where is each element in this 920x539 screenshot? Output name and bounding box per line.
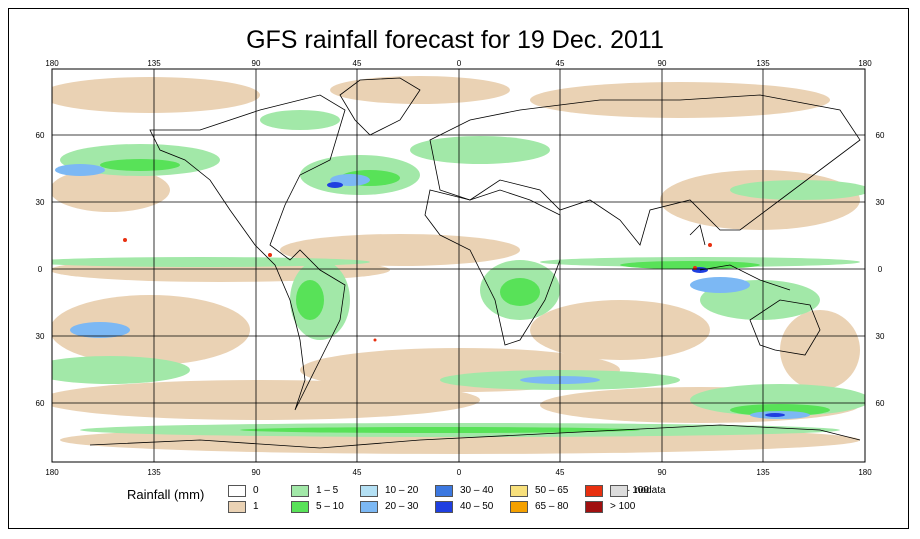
map-title: GFS rainfall forecast for 19 Dec. 2011	[246, 26, 664, 54]
bottom-lon-label: 180	[858, 468, 872, 477]
legend-swatch	[291, 485, 309, 497]
legend-label: 80 – 100	[610, 485, 649, 496]
map-field	[52, 69, 865, 462]
legend-swatch	[585, 501, 603, 513]
top-lon-label: 45	[353, 59, 362, 68]
legend-swatch	[228, 501, 246, 513]
left-lat-label: 30	[36, 198, 45, 207]
right-lat-label: 0	[878, 265, 883, 274]
bottom-lon-label: 90	[658, 468, 667, 477]
bottom-lon-label: 135	[756, 468, 770, 477]
bottom-lon-ticks: 180 135 90 45 0 45 90 135 180	[45, 468, 872, 477]
top-lon-label: 90	[252, 59, 261, 68]
legend-swatch	[510, 485, 528, 497]
legend-swatch	[435, 485, 453, 497]
rain-1mm-areas	[52, 76, 860, 454]
bottom-lon-label: 0	[457, 468, 462, 477]
legend-swatch	[585, 485, 603, 497]
legend-swatch	[435, 501, 453, 513]
legend-label: 10 – 20	[385, 485, 419, 496]
legend-label: 20 – 30	[385, 501, 419, 512]
left-lat-label: 60	[36, 131, 45, 140]
figure-frame	[8, 8, 909, 529]
legend-swatch	[291, 501, 309, 513]
bottom-lon-label: 135	[147, 468, 161, 477]
top-lon-label: 45	[556, 59, 565, 68]
top-lon-label: 135	[756, 59, 770, 68]
legend-label: 65 – 80	[535, 501, 569, 512]
rain-80-100mm-areas	[123, 238, 712, 342]
legend-label: 40 – 50	[460, 501, 494, 512]
legend-label: 50 – 65	[535, 485, 569, 496]
legend-label: 0	[253, 485, 259, 496]
bottom-lon-label: 90	[252, 468, 261, 477]
left-lat-ticks: 60 30 0 30 60	[36, 131, 45, 408]
right-lat-label: 60	[876, 131, 885, 140]
top-lon-label: 180	[45, 59, 59, 68]
bottom-lon-label: 45	[353, 468, 362, 477]
legend-label: 5 – 10	[316, 501, 344, 512]
legend-label: nodata	[635, 485, 666, 496]
top-lon-label: 90	[658, 59, 667, 68]
legend-label: 1	[253, 501, 259, 512]
legend-swatch	[510, 501, 528, 513]
coastlines	[89, 77, 861, 449]
top-lon-ticks: 180 135 90 45 0 45 90 135 180	[45, 59, 872, 68]
legend-swatch	[228, 485, 246, 497]
top-lon-label: 180	[858, 59, 872, 68]
graticule	[52, 69, 865, 462]
left-lat-label: 0	[38, 265, 43, 274]
legend-swatch	[360, 501, 378, 513]
right-lat-label: 30	[876, 198, 885, 207]
right-lat-ticks: 60 30 0 30 60	[876, 131, 885, 408]
right-lat-label: 30	[876, 332, 885, 341]
legend-swatch	[610, 485, 628, 497]
left-lat-label: 30	[36, 332, 45, 341]
top-lon-label: 0	[457, 59, 462, 68]
left-lat-label: 60	[36, 399, 45, 408]
legend-label: > 100	[610, 501, 636, 512]
legend-label: 30 – 40	[460, 485, 494, 496]
legend-swatch	[360, 485, 378, 497]
legend-title: Rainfall (mm)	[127, 487, 205, 502]
top-lon-label: 135	[147, 59, 161, 68]
rain-5-10mm-areas	[100, 159, 830, 433]
legend-label: 1 – 5	[316, 485, 339, 496]
bottom-lon-label: 45	[556, 468, 565, 477]
right-lat-label: 60	[876, 399, 885, 408]
bottom-lon-label: 180	[45, 468, 59, 477]
map-border	[51, 68, 866, 463]
